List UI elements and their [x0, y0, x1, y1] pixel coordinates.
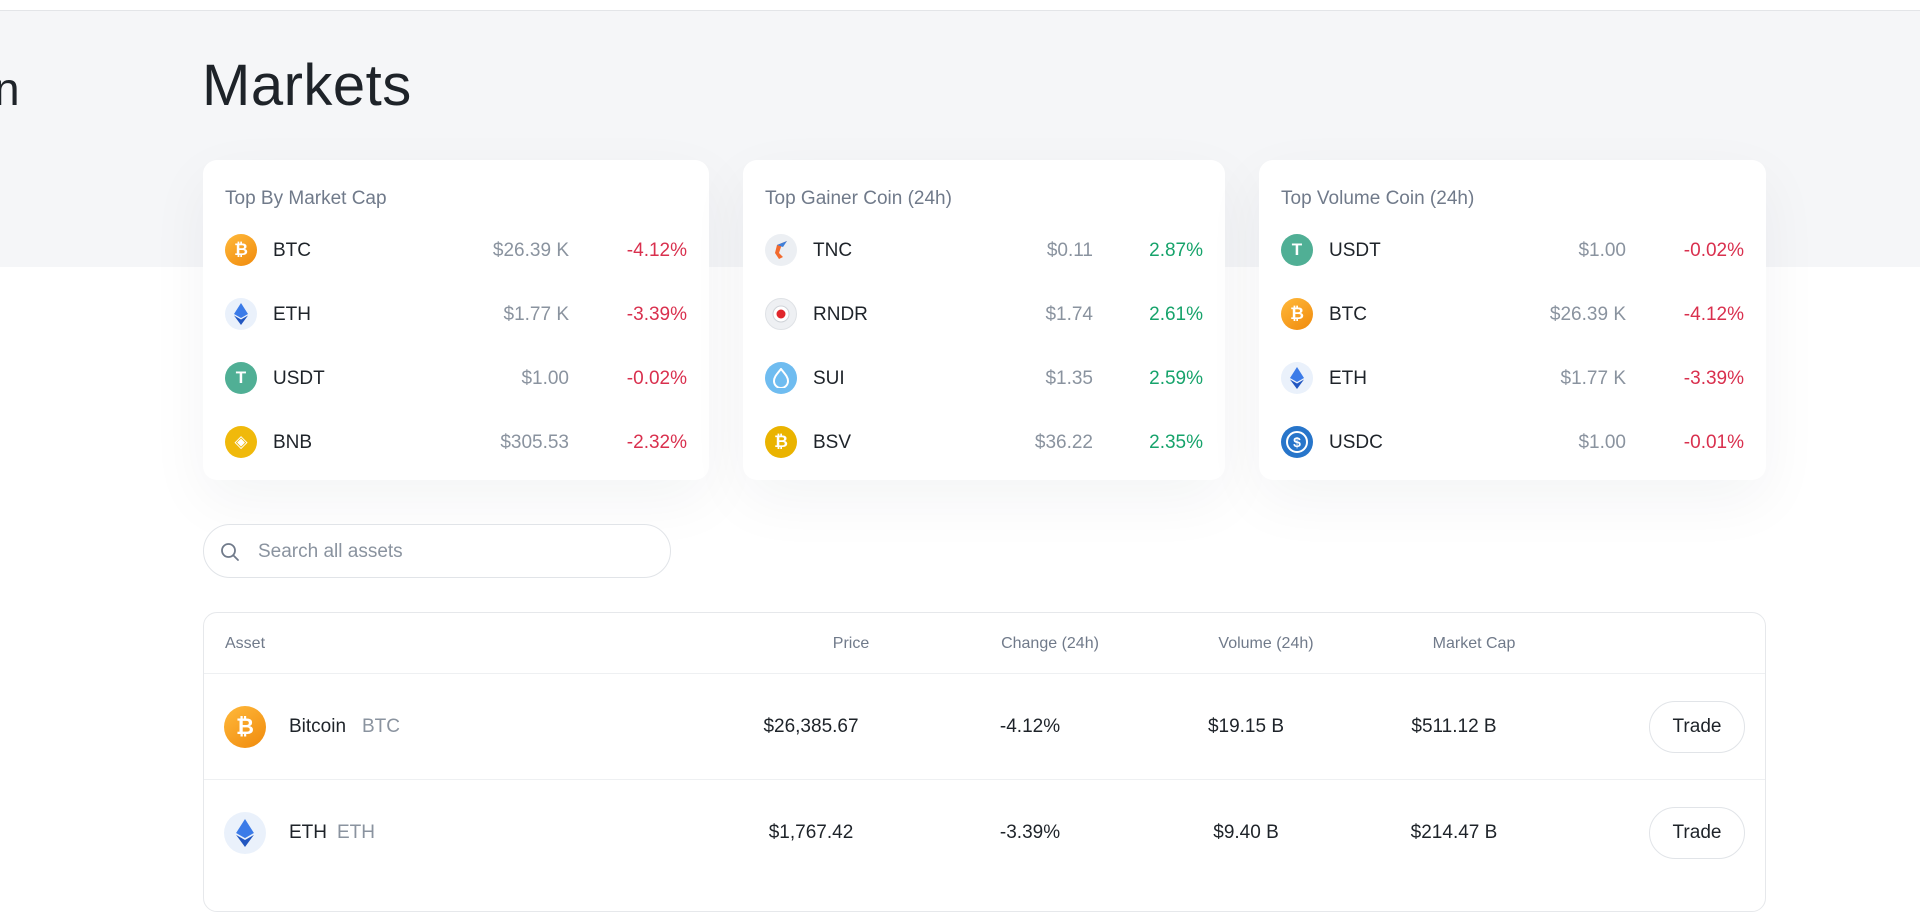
coin-symbol: ETH [1329, 368, 1367, 389]
coin-change: -0.02% [626, 368, 687, 389]
coin-change: -2.32% [626, 432, 687, 453]
top-divider [0, 10, 1920, 11]
coin-row-btc[interactable]: ₿ BTC $26.39 K -4.12% [1259, 294, 1766, 334]
asset-market-cap: $214.47 B [1410, 822, 1498, 843]
asset-symbol: BTC [362, 716, 400, 737]
coin-price: $1.00 [1578, 240, 1626, 261]
coin-price: $36.22 [1034, 432, 1093, 453]
coin-row-eth[interactable]: ETH $1.77 K -3.39% [203, 294, 709, 334]
coin-change: -0.01% [1683, 432, 1744, 453]
ethereum-icon [225, 298, 257, 330]
coin-change: -3.39% [1683, 368, 1744, 389]
coin-row-eth[interactable]: ETH $1.77 K -3.39% [1259, 358, 1766, 398]
svg-text:$: $ [1293, 434, 1301, 450]
coin-symbol: USDT [273, 368, 325, 389]
column-header-price[interactable]: Price [832, 635, 870, 652]
column-header-volume[interactable]: Volume (24h) [1218, 635, 1314, 652]
ethereum-icon [1281, 362, 1313, 394]
trade-button[interactable]: Trade [1649, 807, 1745, 859]
coin-symbol: SUI [813, 368, 845, 389]
coin-change: 2.35% [1149, 432, 1203, 453]
coin-row-sui[interactable]: SUI $1.35 2.59% [743, 358, 1225, 398]
coin-symbol: USDT [1329, 240, 1381, 261]
asset-price: $1,767.42 [768, 822, 854, 843]
card-title: Top Gainer Coin (24h) [765, 188, 952, 209]
bitcoin-sv-icon: ₿ [765, 426, 797, 458]
bnb-icon: ◈ [225, 426, 257, 458]
search-input[interactable] [256, 525, 660, 579]
coin-price: $1.77 K [1560, 368, 1627, 389]
tnc-icon [765, 234, 797, 266]
asset-symbol: ETH [337, 822, 375, 843]
tether-icon: T [225, 362, 257, 394]
coin-price: $1.00 [1578, 432, 1626, 453]
column-header-change[interactable]: Change (24h) [1001, 635, 1099, 652]
coin-row-tnc[interactable]: TNC $0.11 2.87% [743, 230, 1225, 270]
coin-change: 2.87% [1149, 240, 1203, 261]
coin-change: 2.59% [1149, 368, 1203, 389]
column-header-market-cap[interactable]: Market Cap [1432, 635, 1516, 652]
coin-price: $305.53 [500, 432, 569, 453]
card-title: Top By Market Cap [225, 188, 387, 209]
asset-name: ETH [289, 822, 327, 843]
assets-table: Asset Price Change (24h) Volume (24h) Ma… [203, 612, 1766, 912]
coin-symbol: BSV [813, 432, 852, 453]
table-row[interactable]: ₿ Bitcoin BTC $26,385.67 -4.12% $19.15 B… [204, 673, 1765, 780]
usdc-icon: $ [1281, 426, 1313, 458]
coin-change: -4.12% [1683, 304, 1744, 325]
coin-symbol: ETH [273, 304, 311, 325]
sidebar-edge-fragment: n [0, 63, 20, 115]
asset-market-cap: $511.12 B [1411, 716, 1497, 737]
asset-change: -4.12% [999, 716, 1061, 737]
tether-icon: T [1281, 234, 1313, 266]
coin-price: $1.77 K [503, 304, 570, 325]
coin-row-usdc[interactable]: $ USDC $1.00 -0.01% [1259, 422, 1766, 462]
coin-symbol: BNB [273, 432, 313, 453]
coin-price: $1.35 [1045, 368, 1093, 389]
asset-volume: $19.15 B [1207, 716, 1285, 737]
bitcoin-icon: ₿ [224, 706, 266, 748]
asset-name: Bitcoin [289, 716, 347, 737]
coin-row-btc[interactable]: ₿ BTC $26.39 K -4.12% [203, 230, 709, 270]
sui-icon [765, 362, 797, 394]
column-header-asset[interactable]: Asset [225, 635, 266, 652]
top-market-cap-card: Top By Market Cap ₿ BTC $26.39 K -4.12% … [203, 160, 709, 480]
coin-price: $1.00 [521, 368, 569, 389]
trade-button[interactable]: Trade [1649, 701, 1745, 753]
coin-change: 2.61% [1149, 304, 1203, 325]
coin-row-bnb[interactable]: ◈ BNB $305.53 -2.32% [203, 422, 709, 462]
bitcoin-icon: ₿ [1281, 298, 1313, 330]
coin-price: $0.11 [1046, 240, 1093, 261]
coin-symbol: RNDR [813, 304, 868, 325]
coin-price: $26.39 K [492, 240, 569, 261]
coin-symbol: BTC [273, 240, 311, 261]
coin-price: $26.39 K [1549, 304, 1626, 325]
top-gainer-card: Top Gainer Coin (24h) TNC $0.11 2.87% RN… [743, 160, 1225, 480]
coin-change: -0.02% [1683, 240, 1744, 261]
coin-symbol: BTC [1329, 304, 1367, 325]
coin-row-usdt[interactable]: T USDT $1.00 -0.02% [203, 358, 709, 398]
render-icon [765, 298, 797, 330]
coin-change: -3.39% [626, 304, 687, 325]
top-volume-card: Top Volume Coin (24h) T USDT $1.00 -0.02… [1259, 160, 1766, 480]
page-title: Markets [202, 53, 412, 118]
coin-change: -4.12% [626, 240, 687, 261]
coin-symbol: TNC [813, 240, 853, 261]
coin-row-rndr[interactable]: RNDR $1.74 2.61% [743, 294, 1225, 334]
bitcoin-icon: ₿ [225, 234, 257, 266]
asset-price: $26,385.67 [763, 716, 859, 737]
coin-symbol: USDC [1329, 432, 1383, 453]
card-title: Top Volume Coin (24h) [1281, 188, 1475, 209]
coin-price: $1.74 [1045, 304, 1093, 325]
ethereum-icon [224, 812, 266, 854]
coin-row-usdt[interactable]: T USDT $1.00 -0.02% [1259, 230, 1766, 270]
search-box[interactable] [203, 524, 671, 579]
search-icon [221, 543, 239, 561]
asset-change: -3.39% [999, 822, 1061, 843]
coin-row-bsv[interactable]: ₿ BSV $36.22 2.35% [743, 422, 1225, 462]
asset-volume: $9.40 B [1213, 822, 1279, 843]
table-row[interactable]: ETH ETH $1,767.42 -3.39% $9.40 B $214.47… [204, 779, 1765, 886]
